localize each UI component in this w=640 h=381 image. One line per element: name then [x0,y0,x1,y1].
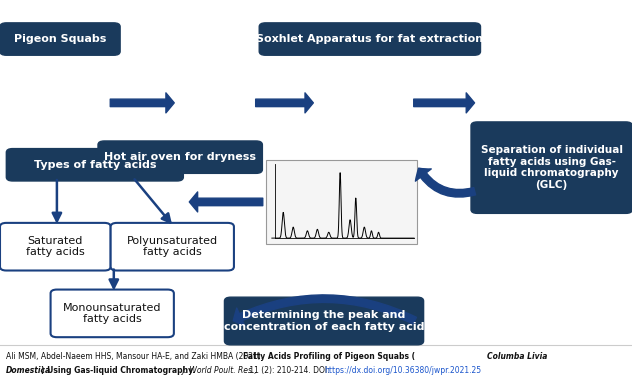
FancyBboxPatch shape [0,23,120,55]
FancyBboxPatch shape [111,223,234,271]
Text: J. World Poult. Res.,: J. World Poult. Res., [180,366,257,375]
Text: Soxhlet Apparatus for fat extraction: Soxhlet Apparatus for fat extraction [256,34,483,44]
FancyBboxPatch shape [266,160,417,244]
Text: Polyunsaturated
fatty acids: Polyunsaturated fatty acids [127,236,218,258]
Text: Types of fatty acids: Types of fatty acids [33,160,156,170]
Text: 11 (2): 210-214. DOI:: 11 (2): 210-214. DOI: [246,366,332,375]
Text: Hot air oven for dryness: Hot air oven for dryness [104,152,256,162]
Text: Separation of individual
fatty acids using Gas-
liquid chromatography
(GLC): Separation of individual fatty acids usi… [481,145,623,190]
Text: ) Using Gas-liquid Chromatography.: ) Using Gas-liquid Chromatography. [41,366,195,375]
FancyBboxPatch shape [471,122,632,213]
Text: Saturated
fatty acids: Saturated fatty acids [26,236,84,258]
FancyBboxPatch shape [51,290,174,337]
Text: Monounsaturated
fatty acids: Monounsaturated fatty acids [63,303,161,324]
FancyBboxPatch shape [225,297,424,345]
Text: Columba Livia: Columba Livia [487,352,547,361]
FancyBboxPatch shape [0,223,111,271]
Text: https://dx.doi.org/10.36380/jwpr.2021.25: https://dx.doi.org/10.36380/jwpr.2021.25 [324,366,481,375]
FancyBboxPatch shape [6,149,183,181]
Text: Fatty Acids Profiling of Pigeon Squabs (: Fatty Acids Profiling of Pigeon Squabs ( [243,352,415,361]
FancyBboxPatch shape [98,141,262,173]
FancyBboxPatch shape [259,23,481,55]
Text: Domestica: Domestica [6,366,51,375]
Text: Ali MSM, Abdel-Naeem HHS, Mansour HA-E, and Zaki HMBA (2021).: Ali MSM, Abdel-Naeem HHS, Mansour HA-E, … [6,352,266,361]
Text: Pigeon Squabs: Pigeon Squabs [14,34,106,44]
Text: Determining the peak and
concentration of each fatty acid: Determining the peak and concentration o… [224,310,424,332]
